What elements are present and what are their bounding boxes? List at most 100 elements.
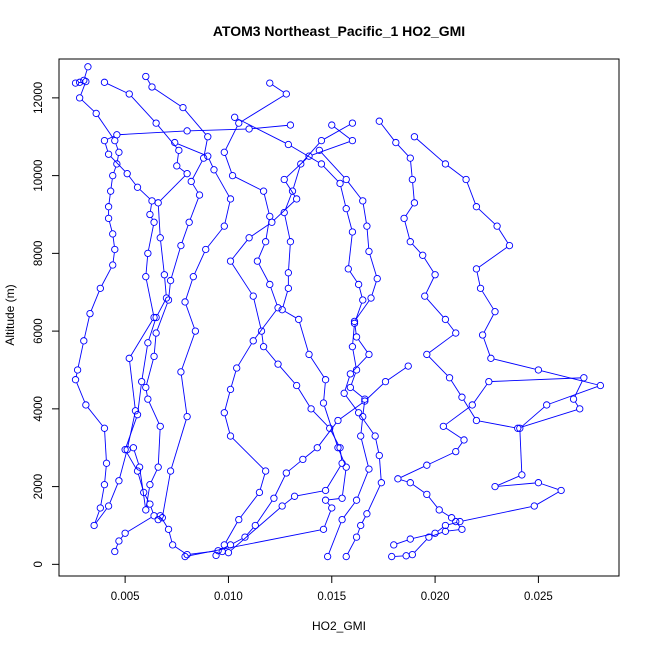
data-point (158, 514, 166, 522)
series-segment (431, 531, 443, 537)
data-point (406, 535, 414, 543)
series-segment (261, 334, 264, 344)
data-point (394, 475, 402, 483)
data-point (150, 313, 158, 322)
series-segment (145, 279, 154, 315)
data-point (278, 306, 286, 314)
data-point (259, 342, 268, 351)
data-point (286, 238, 295, 246)
series-segment (110, 178, 113, 189)
series-segment (115, 543, 119, 549)
data-point (100, 78, 109, 86)
data-point (408, 550, 417, 559)
data-point (204, 152, 212, 160)
data-point (249, 292, 257, 300)
data-point (348, 119, 357, 127)
data-point (109, 230, 117, 238)
data-point (181, 298, 189, 306)
series-segment (127, 517, 152, 532)
data-point (73, 366, 82, 374)
series-segment (347, 181, 362, 199)
series-segment (357, 528, 361, 535)
data-point (115, 148, 123, 156)
data-point (350, 317, 359, 326)
series-4 (154, 138, 412, 559)
series-segment (279, 366, 295, 384)
series-segment (549, 386, 598, 405)
data-point (177, 368, 185, 376)
data-point (375, 451, 383, 460)
data-point (342, 175, 350, 184)
data-point (305, 350, 313, 359)
series-segment (493, 358, 536, 370)
data-point (390, 541, 398, 549)
series-segment (288, 461, 301, 472)
data-point (154, 515, 162, 524)
data-point (297, 160, 305, 168)
series-segment (355, 300, 370, 320)
data-point (323, 552, 332, 561)
series-segment (150, 469, 158, 482)
series-segment (466, 182, 476, 204)
series-segment (396, 539, 408, 545)
data-point (363, 222, 371, 230)
data-point (319, 525, 328, 533)
data-point (342, 552, 350, 561)
series-segment (416, 138, 444, 163)
series-segment (428, 496, 438, 508)
series-segment (387, 367, 406, 381)
series-segment (157, 125, 178, 149)
data-point (154, 199, 162, 207)
data-point (71, 376, 80, 384)
data-point (133, 467, 142, 475)
data-point (406, 154, 414, 162)
series-segment (84, 69, 88, 78)
series-segment (179, 167, 185, 173)
series-segment (362, 402, 365, 414)
data-point (144, 249, 152, 258)
data-point (129, 444, 138, 452)
data-point (274, 304, 282, 312)
data-point (270, 494, 278, 502)
series-segment (75, 373, 78, 377)
series-segment (412, 484, 425, 493)
series-segment (462, 506, 532, 522)
y-tick-label: 6000 (33, 318, 45, 344)
series-segment (232, 438, 264, 470)
data-point (478, 331, 487, 339)
data-point (230, 113, 239, 121)
data-point (220, 148, 228, 156)
series-segment (328, 498, 339, 501)
data-point (313, 444, 321, 452)
series-segment (215, 172, 230, 197)
series-segment (100, 487, 105, 505)
data-point (456, 517, 464, 526)
data-point (195, 191, 204, 199)
series-segment (478, 208, 496, 225)
data-point (284, 140, 293, 149)
series-segment (107, 83, 127, 94)
data-point (408, 175, 417, 184)
series-segment (162, 474, 171, 515)
series-segment (302, 142, 320, 162)
data-point (476, 284, 485, 292)
data-point (235, 515, 243, 524)
series-segment (265, 348, 277, 362)
series-segment (97, 115, 114, 139)
series-segment (94, 510, 100, 523)
data-point (359, 412, 367, 421)
data-point (441, 315, 450, 324)
data-point (400, 214, 408, 223)
data-point (233, 364, 241, 372)
data-point (514, 424, 522, 432)
series-segment (328, 522, 342, 554)
data-point (150, 352, 158, 361)
data-point (334, 444, 342, 452)
data-point (373, 274, 381, 283)
data-point (183, 412, 191, 421)
series-segment (445, 406, 470, 425)
series-8 (230, 113, 373, 561)
data-point (133, 411, 142, 419)
series-segment (498, 482, 536, 487)
series-segment (343, 502, 356, 518)
